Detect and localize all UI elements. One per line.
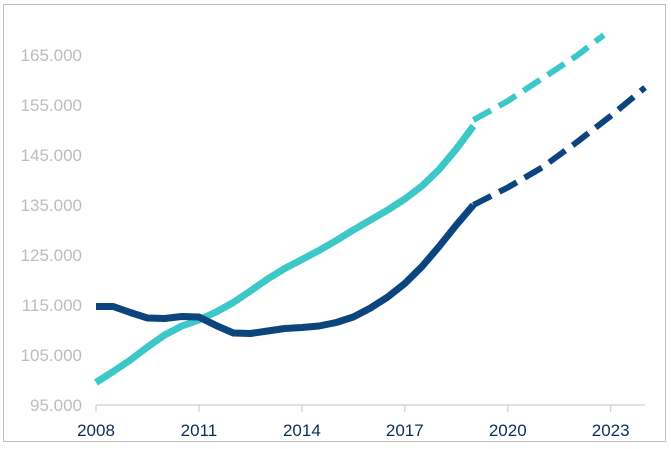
axes [95, 404, 645, 412]
series-layer [94, 32, 647, 386]
x-axis-tick-labels: 2008 2011 2014 2017 2020 2023 [77, 421, 630, 440]
y-tick-label: 125.000 [21, 246, 82, 265]
y-tick-label: 165.000 [21, 46, 82, 65]
x-tick-label: 2020 [489, 421, 527, 440]
y-tick-label: 105.000 [21, 346, 82, 365]
y-tick-label: 155.000 [21, 96, 82, 115]
x-tick-label: 2017 [386, 421, 424, 440]
y-tick-label: 115.000 [22, 296, 82, 315]
series-1-actual-line [94, 123, 477, 386]
x-tick-label: 2008 [77, 421, 115, 440]
y-axis-tick-labels: 95.000 105.000 115.000 125.000 135.000 145.00… [21, 46, 82, 415]
y-tick-label: 135.000 [21, 196, 82, 215]
x-tick-label: 2014 [283, 421, 321, 440]
series-1-forecast-line [471, 32, 606, 123]
y-tick-label: 95.000 [30, 396, 82, 415]
y-tick-label: 145.000 [21, 146, 82, 165]
series-2-forecast-line [472, 85, 647, 208]
x-tick-label: 2023 [592, 421, 630, 440]
series-2-actual-line [96, 202, 477, 337]
x-tick-label: 2011 [181, 421, 218, 440]
